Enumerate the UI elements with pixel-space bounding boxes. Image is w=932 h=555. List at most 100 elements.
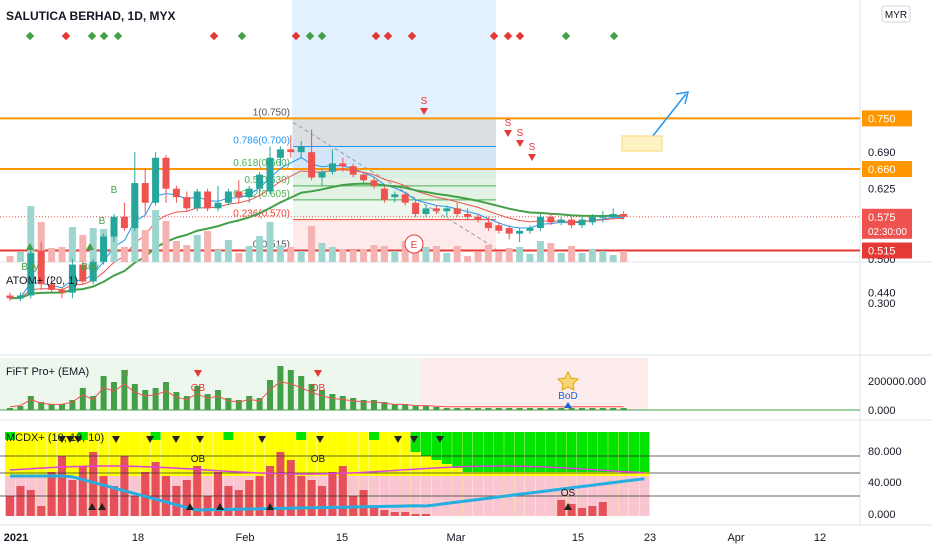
candle-body	[339, 163, 347, 167]
mcdx-bg-bar	[556, 432, 567, 516]
fift-bar	[527, 408, 533, 410]
volume-bar	[266, 222, 274, 262]
volume-bar	[193, 235, 201, 262]
volume-bar	[380, 246, 388, 262]
volume-bar	[391, 251, 399, 262]
fift-bar	[391, 404, 398, 410]
signal-diamond	[25, 31, 35, 41]
mcdx-up-marker	[186, 503, 194, 510]
volume-bar	[152, 210, 160, 262]
candle-body	[89, 261, 97, 282]
fib-label: 0.786(0.700)	[233, 136, 290, 147]
fift-bar	[558, 408, 565, 410]
volume-bar	[422, 247, 430, 262]
fift-bar	[319, 390, 325, 410]
candle-body	[505, 228, 513, 234]
fift-bar	[59, 404, 65, 410]
price-badge-label: 0.660	[868, 164, 896, 176]
mcdx-green-bar	[618, 432, 629, 472]
fift-bar	[267, 380, 273, 410]
candle-body	[48, 284, 56, 290]
mcdx-bg-bar	[348, 432, 359, 516]
b-mark: B	[111, 185, 118, 196]
fift-bar	[589, 408, 596, 410]
candle-body	[100, 236, 108, 262]
mcdx-red-bar	[68, 480, 77, 516]
mcdx-green-bar	[504, 432, 515, 472]
volume-bar	[609, 255, 617, 262]
fift-bar	[454, 408, 461, 410]
fift-bar	[568, 408, 575, 410]
candle-body	[609, 213, 617, 217]
mcdx-down-marker	[258, 436, 266, 443]
event-marker[interactable]	[404, 234, 424, 254]
mcdx-green-bar	[629, 432, 639, 472]
mcdx-bg-bar	[98, 432, 109, 516]
fift-bar	[69, 400, 76, 410]
mcdx-red-bar	[276, 452, 285, 516]
volume-bar	[599, 251, 607, 262]
mcdx-green-bar	[597, 432, 608, 472]
mcdx-green-bar	[431, 432, 442, 460]
buy-arrow	[26, 243, 34, 250]
mcdx-green-bar	[223, 432, 234, 440]
mcdx-green-bar	[296, 432, 307, 440]
signal-diamond	[371, 31, 381, 41]
mcdx-bg-bar	[441, 432, 452, 516]
candle-body	[224, 191, 232, 203]
mcdx-green-bar	[535, 432, 546, 472]
mcdx-red-bar	[58, 456, 66, 516]
mcdx-bg-bar	[483, 432, 494, 516]
mcdx-green-bar	[556, 432, 567, 472]
volume-bar	[276, 245, 284, 262]
mcdx-red-bar	[224, 486, 233, 516]
sell-arrow	[528, 154, 536, 161]
volume-bar	[141, 230, 149, 262]
fib-label: 1(0.750)	[253, 107, 290, 118]
mcdx-tick-80: 80.000	[868, 446, 902, 458]
volume-bar	[224, 240, 232, 262]
currency-badge[interactable]: MYR	[881, 5, 911, 23]
mcdx-bg-bar	[161, 432, 171, 516]
fift-bar	[329, 394, 336, 410]
price-badge	[862, 242, 912, 259]
fift-bar	[381, 402, 388, 410]
countdown-label: 02:30:00	[868, 227, 907, 238]
fift-bar	[412, 406, 419, 410]
fift-bar	[27, 396, 34, 410]
mcdx-ob-label: OB	[191, 454, 206, 465]
mcdx-bg-bar	[639, 432, 650, 516]
volume-bar	[588, 249, 596, 262]
mcdx-bg-bar	[233, 432, 244, 516]
mcdx-up-marker	[98, 503, 106, 510]
mcdx-down-marker	[394, 436, 402, 443]
mcdx-up-marker	[266, 503, 274, 510]
fift-bar	[579, 408, 585, 410]
fift-pane-label: FiFT Pro+ (EMA)	[6, 366, 89, 378]
signal-diamond	[383, 31, 393, 41]
fift-tick-top: 200000.000	[868, 376, 926, 388]
fift-bar	[215, 390, 221, 410]
fift-bar	[495, 408, 502, 410]
fib-zone	[293, 219, 496, 251]
fift-bar	[423, 406, 429, 410]
time-tick: Apr	[727, 532, 744, 544]
fift-ema-line	[9, 381, 624, 408]
price-badge	[862, 208, 912, 239]
candle-body	[68, 264, 76, 293]
mcdx-bg-bar	[629, 432, 639, 516]
signal-diamond	[317, 31, 327, 41]
time-tick: 2021	[4, 532, 28, 544]
s-mark: S	[505, 118, 512, 129]
mcdx-down-marker	[112, 436, 120, 443]
signal-diamond	[113, 31, 123, 41]
volume-bar	[557, 253, 565, 262]
mcdx-red-bar	[598, 502, 607, 516]
fift-bar	[371, 400, 377, 410]
mcdx-red-bar	[37, 506, 46, 516]
mcdx-bg-bar	[254, 432, 265, 516]
fift-bar	[111, 382, 117, 410]
price-badge-label: 0.575	[868, 212, 896, 224]
